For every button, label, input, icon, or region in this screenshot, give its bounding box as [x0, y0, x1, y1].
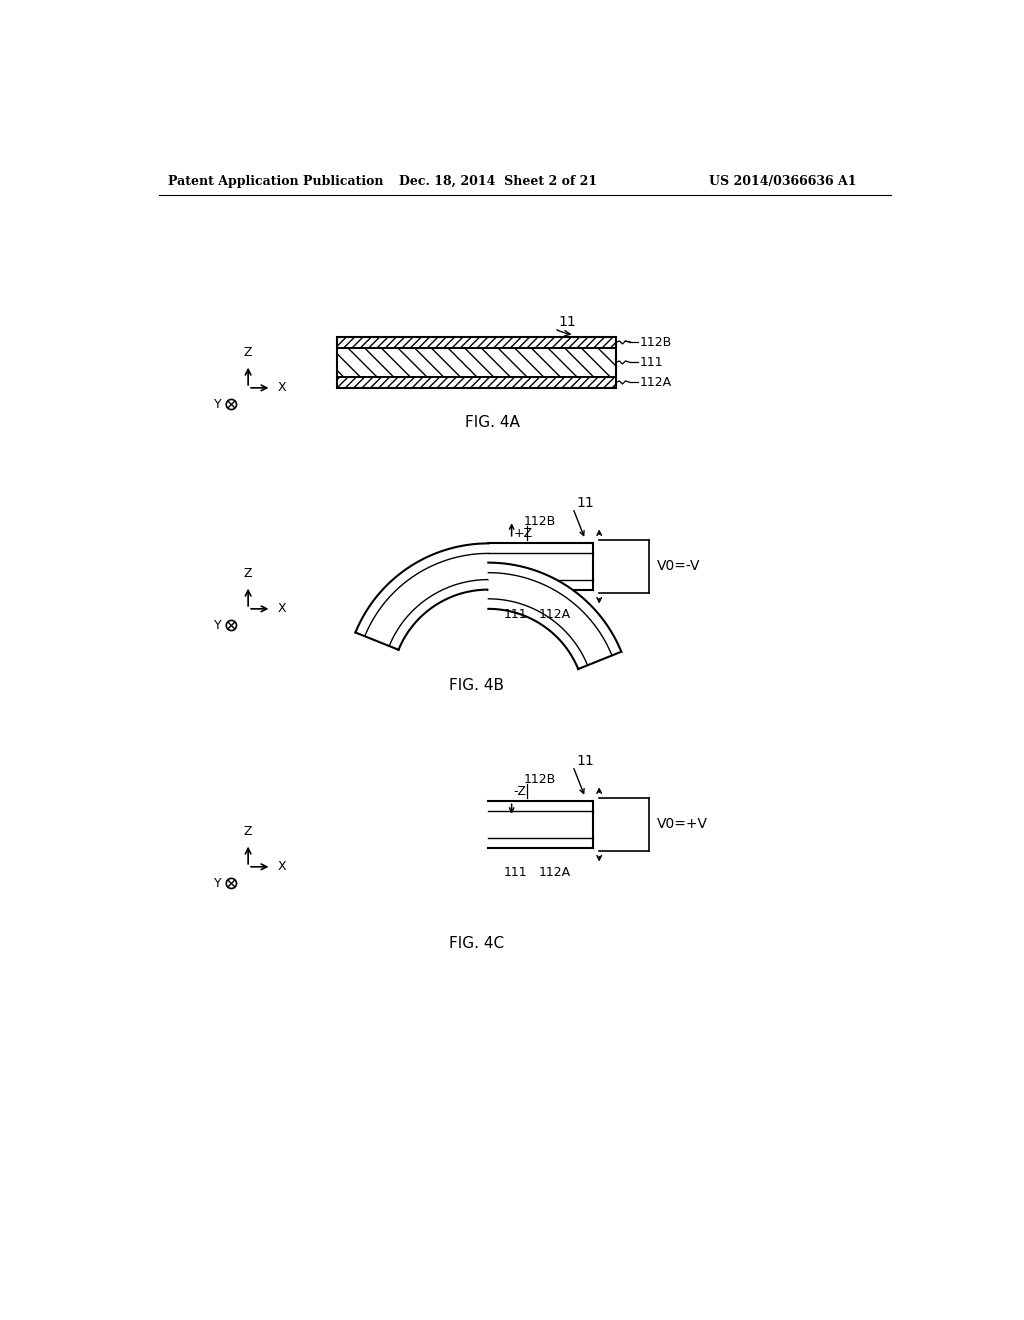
Text: 11: 11	[558, 315, 575, 330]
Text: Y: Y	[214, 399, 221, 411]
Text: X: X	[278, 602, 286, 615]
Text: Z: Z	[244, 825, 252, 838]
Text: V0=+V: V0=+V	[656, 817, 708, 832]
Text: US 2014/0366636 A1: US 2014/0366636 A1	[710, 176, 857, 187]
Polygon shape	[355, 544, 593, 636]
Text: 112A: 112A	[640, 376, 672, 389]
Bar	[337, 378, 616, 388]
Text: V0=-V: V0=-V	[656, 560, 700, 573]
Text: Z: Z	[244, 568, 252, 581]
Polygon shape	[488, 599, 593, 847]
Text: 11: 11	[575, 754, 594, 768]
Bar	[337, 337, 616, 347]
Polygon shape	[488, 573, 612, 838]
Text: FIG. 4B: FIG. 4B	[450, 678, 504, 693]
Text: FIG. 4C: FIG. 4C	[450, 936, 504, 952]
Text: X: X	[278, 381, 286, 395]
Text: 112B: 112B	[523, 515, 555, 528]
Text: 11: 11	[575, 496, 594, 511]
Text: 112B: 112B	[640, 335, 672, 348]
Text: +Z: +Z	[513, 527, 532, 540]
Bar	[337, 348, 616, 378]
Text: 112A: 112A	[539, 866, 570, 879]
Text: Patent Application Publication: Patent Application Publication	[168, 176, 384, 187]
Polygon shape	[389, 579, 593, 649]
Text: Z: Z	[244, 346, 252, 359]
Text: 112B: 112B	[523, 774, 555, 787]
Text: Y: Y	[214, 876, 221, 890]
Text: X: X	[278, 861, 286, 874]
Text: Y: Y	[214, 619, 221, 632]
Text: 112A: 112A	[539, 607, 570, 620]
Polygon shape	[365, 553, 593, 645]
Text: -Z: -Z	[513, 785, 526, 799]
Text: 111: 111	[504, 607, 527, 620]
Text: 111: 111	[640, 356, 664, 370]
Polygon shape	[488, 562, 622, 812]
Text: FIG. 4A: FIG. 4A	[465, 414, 520, 430]
Text: 111: 111	[504, 866, 527, 879]
Text: Dec. 18, 2014  Sheet 2 of 21: Dec. 18, 2014 Sheet 2 of 21	[399, 176, 597, 187]
